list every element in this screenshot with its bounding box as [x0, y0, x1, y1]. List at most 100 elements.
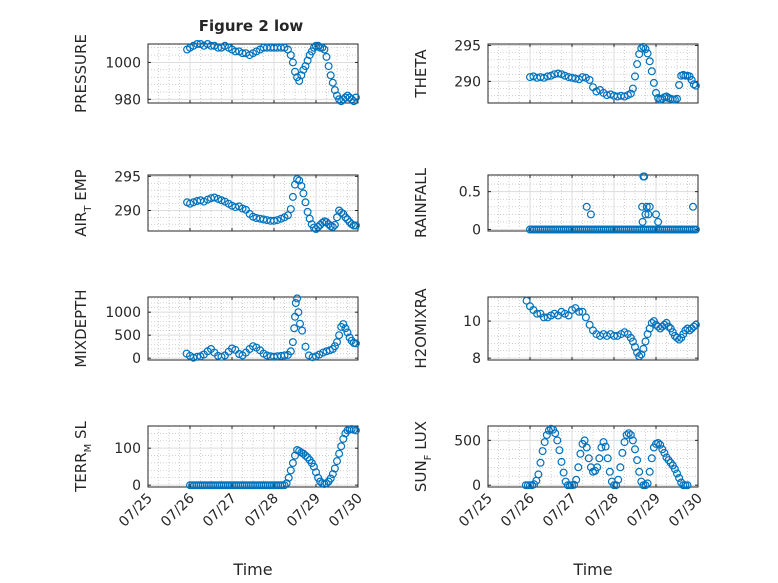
data-point: [534, 470, 543, 479]
data-point: [691, 320, 700, 329]
data-point: [301, 451, 310, 460]
y-tick-label: 500: [454, 433, 481, 449]
y-tick-label: 295: [454, 38, 481, 54]
data-point: [672, 469, 681, 478]
data-point: [572, 475, 581, 484]
data-point: [328, 222, 337, 231]
y-axis-label: H2OMIXRA: [412, 288, 430, 369]
data-point: [645, 202, 654, 211]
data-point: [645, 467, 654, 476]
data-point: [335, 449, 344, 458]
x-axis-label: Time: [232, 560, 272, 579]
data-point: [580, 436, 589, 445]
data-point: [283, 211, 292, 220]
data-point: [605, 467, 614, 476]
data-point: [238, 49, 247, 58]
data-series: [182, 294, 360, 362]
data-point: [295, 447, 304, 456]
y-tick-label: 1000: [105, 55, 141, 71]
axes-box: [487, 425, 699, 488]
data-point: [270, 216, 279, 225]
data-point: [628, 436, 637, 445]
data-point: [585, 75, 594, 84]
axes-box: [147, 43, 359, 104]
data-point: [560, 71, 569, 80]
data-point: [290, 324, 299, 333]
data-point: [322, 479, 331, 488]
data-point: [293, 175, 302, 184]
data-point: [540, 438, 549, 447]
data-point: [293, 294, 302, 303]
y-axis-label: AIRT EMP: [72, 169, 94, 236]
data-series: [183, 175, 360, 234]
x-tick-label: 07/30: [666, 491, 706, 531]
data-point: [543, 72, 552, 81]
data-point: [284, 473, 293, 482]
data-point: [318, 43, 327, 52]
data-point: [624, 429, 633, 438]
data-point: [638, 217, 647, 226]
data-point: [635, 352, 644, 361]
data-point: [301, 342, 310, 351]
data-point: [328, 78, 337, 87]
subplot-6: 8 10 H2OMIXRA: [412, 288, 700, 369]
data-point: [326, 71, 335, 80]
data-point: [641, 210, 650, 219]
x-tick-label: 07/28: [242, 491, 282, 531]
data-point: [622, 431, 631, 440]
data-point: [335, 331, 344, 340]
data-point: [675, 80, 684, 89]
data-point: [618, 448, 627, 457]
data-point: [642, 202, 651, 211]
data-point: [597, 443, 606, 452]
data-point: [641, 44, 650, 53]
y-tick-label: 0: [472, 222, 481, 238]
y-axis-label: THETA: [412, 49, 430, 99]
data-point: [314, 41, 323, 50]
data-point: [343, 328, 352, 337]
data-point: [612, 481, 621, 490]
data-point: [683, 481, 692, 490]
data-point: [639, 42, 648, 51]
y-tick-label: 8: [472, 351, 481, 367]
y-tick-label: 0: [472, 478, 481, 494]
data-point: [288, 192, 297, 201]
data-point: [536, 458, 545, 467]
data-point: [584, 454, 593, 463]
data-series: [186, 425, 360, 490]
data-point: [330, 464, 339, 473]
axes-box: [147, 425, 359, 488]
subplot-3: 290 295 AIRT EMP: [72, 169, 360, 237]
data-point: [210, 193, 219, 202]
data-point: [633, 456, 642, 465]
data-point: [637, 44, 646, 53]
y-tick-label: 0: [132, 351, 141, 367]
data-point: [620, 438, 629, 447]
data-point: [189, 41, 198, 50]
data-point: [633, 60, 642, 69]
data-point: [351, 221, 360, 230]
data-point: [288, 338, 297, 347]
data-series: [183, 39, 360, 106]
subplot-2: 290 295 THETA: [412, 38, 700, 104]
data-point: [330, 342, 339, 351]
data-series: [525, 172, 700, 234]
data-point: [539, 73, 548, 82]
data-point: [333, 338, 342, 347]
data-point: [559, 468, 568, 477]
data-point: [273, 216, 282, 225]
data-point: [322, 52, 331, 61]
data-point: [688, 202, 697, 211]
data-point: [295, 176, 304, 185]
data-point: [312, 225, 321, 234]
data-point: [351, 339, 360, 348]
subplot-8: 0 500 07/25 07/26 07/27 07/28 07/29 07/30 Time SU…: [412, 421, 706, 579]
data-point: [644, 210, 653, 219]
data-point: [670, 465, 679, 474]
data-point: [643, 479, 652, 488]
data-point: [603, 454, 612, 463]
data-point: [687, 75, 696, 84]
data-point: [630, 445, 639, 454]
data-point: [640, 172, 649, 181]
